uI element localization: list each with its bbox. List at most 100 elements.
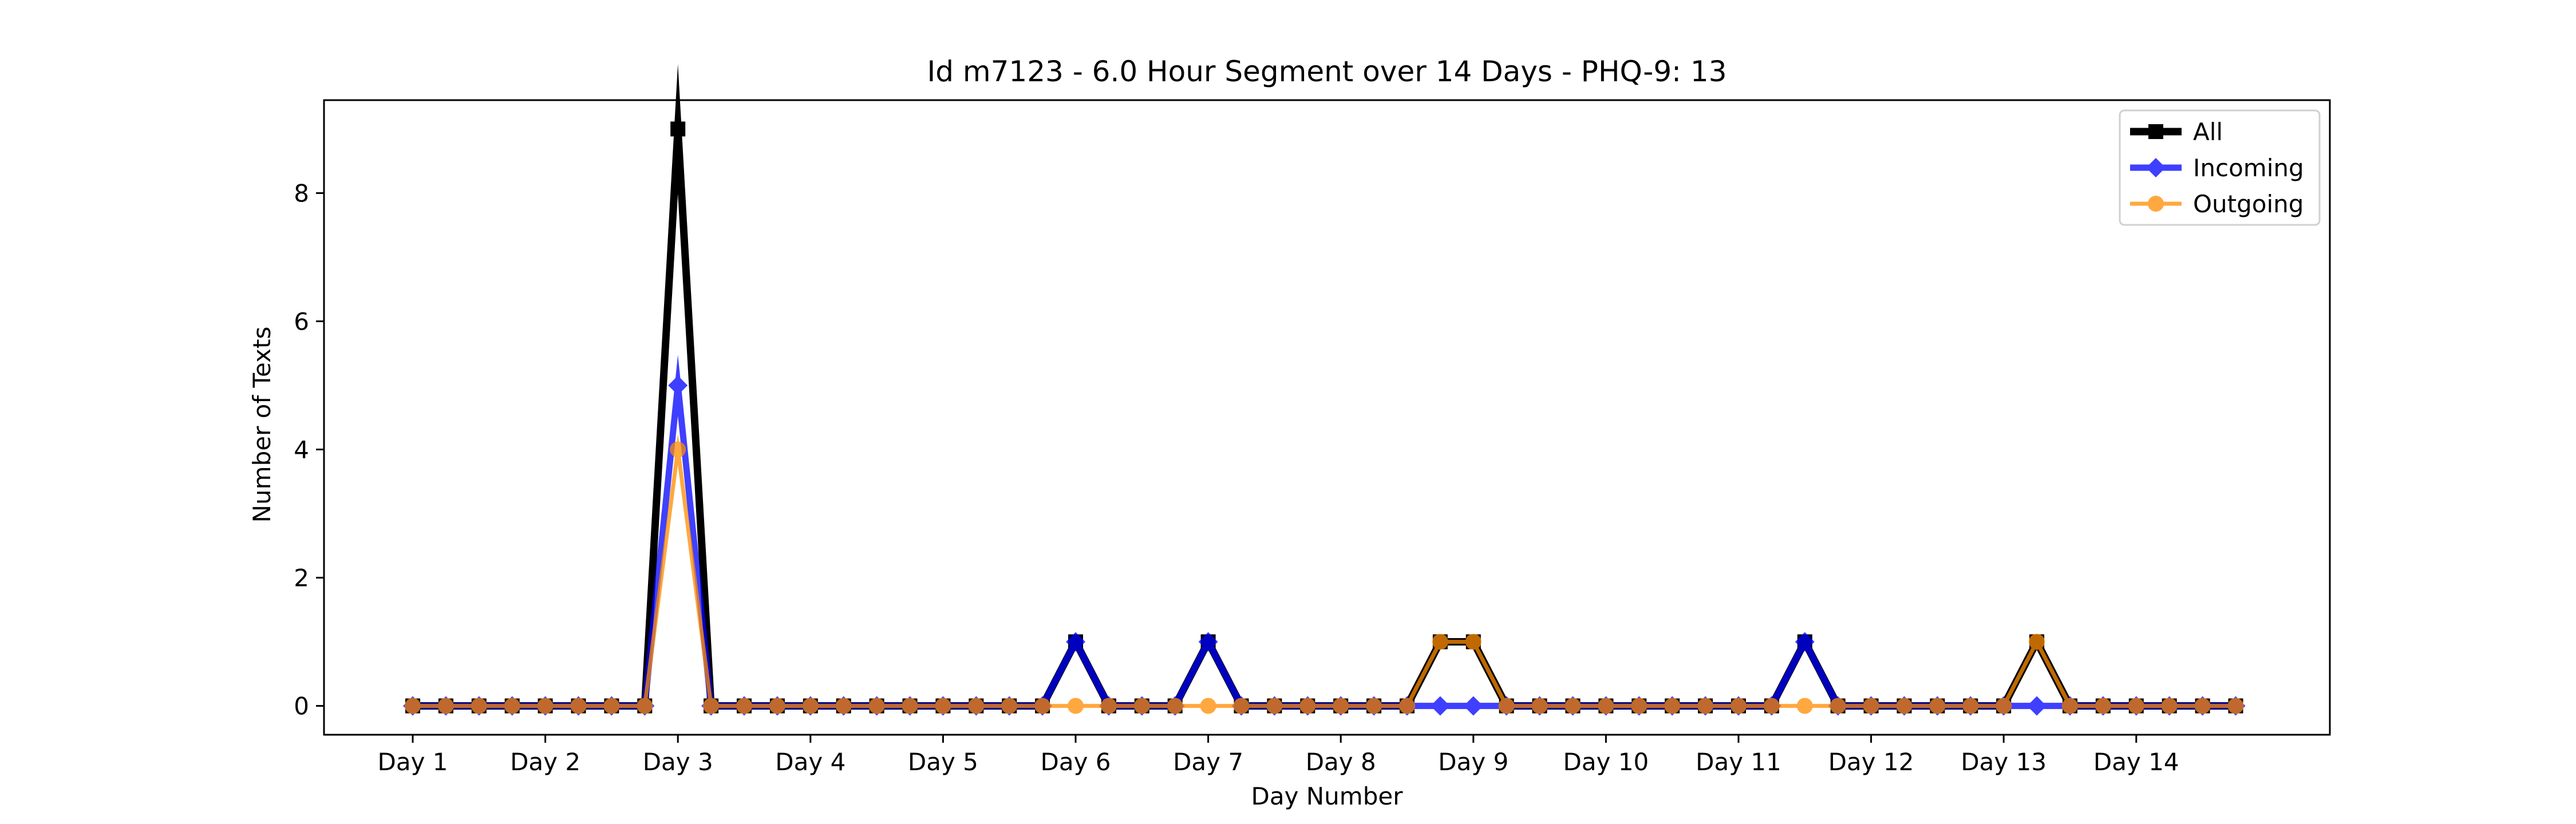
x-tick-label: Day 14: [2093, 748, 2179, 776]
data-point-outgoing: [736, 698, 752, 714]
data-point-outgoing: [570, 698, 587, 714]
data-point-outgoing: [1896, 698, 1913, 714]
data-point-outgoing: [1564, 698, 1581, 714]
data-point-outgoing: [1730, 698, 1747, 714]
legend-item-outgoing: Outgoing: [2130, 190, 2304, 218]
legend-marker-outgoing: [2148, 196, 2164, 212]
y-axis-ticks: 0 2 4 6 8: [294, 179, 324, 720]
y-tick-label: 8: [294, 179, 309, 207]
data-point-outgoing: [537, 698, 554, 714]
data-point-outgoing: [2029, 633, 2045, 650]
y-axis-label: Number of Texts: [248, 327, 276, 523]
x-tick-label: Day 12: [1828, 748, 1914, 776]
legend-item-all: All: [2130, 118, 2223, 146]
data-point-outgoing: [1266, 698, 1283, 714]
data-point-incoming: [1795, 632, 1815, 652]
data-point-outgoing: [1531, 698, 1548, 714]
x-tick-label: Day 9: [1438, 748, 1508, 776]
data-point-outgoing: [1333, 698, 1349, 714]
data-point-outgoing: [637, 698, 653, 714]
data-point-outgoing: [703, 698, 720, 714]
data-point-outgoing: [1068, 698, 1084, 714]
data-point-outgoing: [1366, 698, 1382, 714]
data-point-outgoing: [1996, 698, 2012, 714]
series-outgoing: [405, 434, 2244, 714]
data-point-outgoing: [1830, 698, 1846, 714]
data-point-outgoing: [1796, 698, 1813, 714]
legend-swatch-outgoing: [2130, 196, 2182, 212]
data-point-all: [670, 121, 686, 137]
x-tick-label: Day 4: [775, 748, 846, 776]
data-point-outgoing: [1863, 698, 1879, 714]
data-point-outgoing: [1167, 698, 1183, 714]
legend-label-all: All: [2193, 118, 2223, 146]
series-layer: [403, 64, 2246, 716]
data-point-outgoing: [1697, 698, 1714, 714]
plot-frame: [323, 99, 2331, 736]
data-point-outgoing: [1631, 698, 1647, 714]
x-tick-label: Day 2: [510, 748, 580, 776]
y-tick-label: 4: [294, 436, 309, 464]
data-point-outgoing: [835, 698, 852, 714]
data-point-incoming: [1066, 632, 1085, 652]
data-point-outgoing: [504, 698, 520, 714]
data-point-outgoing: [935, 698, 951, 714]
data-point-incoming: [1198, 632, 1218, 652]
data-point-outgoing: [2227, 698, 2244, 714]
data-point-outgoing: [1465, 633, 1481, 650]
data-point-outgoing: [405, 698, 421, 714]
legend-swatch-incoming: [2130, 158, 2182, 177]
data-point-outgoing: [1034, 698, 1051, 714]
data-point-outgoing: [1763, 698, 1780, 714]
data-point-outgoing: [471, 698, 487, 714]
legend-swatch-all: [2130, 124, 2182, 139]
legend-box: [2119, 109, 2321, 226]
x-tick-label: Day 3: [643, 748, 713, 776]
legend-marker-incoming: [2146, 158, 2166, 177]
x-tick-label: Day 10: [1563, 748, 1649, 776]
x-axis-label: Day Number: [1251, 782, 1403, 810]
data-point-outgoing: [603, 698, 620, 714]
data-point-outgoing: [1962, 698, 1979, 714]
data-point-outgoing: [769, 698, 785, 714]
data-point-outgoing: [1001, 698, 1018, 714]
data-point-outgoing: [2062, 698, 2078, 714]
data-point-outgoing: [1929, 698, 1946, 714]
y-tick-label: 6: [294, 307, 309, 335]
data-point-outgoing: [968, 698, 985, 714]
data-point-outgoing: [1200, 698, 1216, 714]
x-tick-label: Day 1: [377, 748, 448, 776]
y-tick-label: 0: [294, 692, 309, 720]
data-point-outgoing: [1664, 698, 1681, 714]
y-tick-label: 2: [294, 564, 309, 592]
data-point-outgoing: [1399, 698, 1415, 714]
data-point-outgoing: [1432, 633, 1448, 650]
legend-label-incoming: Incoming: [2193, 154, 2304, 182]
data-point-incoming: [1463, 696, 1483, 716]
data-point-outgoing: [902, 698, 918, 714]
data-point-outgoing: [1299, 698, 1316, 714]
data-point-outgoing: [1100, 698, 1117, 714]
data-point-outgoing: [2161, 698, 2178, 714]
data-point-outgoing: [1598, 698, 1614, 714]
data-point-outgoing: [1133, 698, 1150, 714]
x-tick-label: Day 11: [1696, 748, 1781, 776]
data-point-outgoing: [437, 698, 454, 714]
x-tick-label: Day 7: [1173, 748, 1243, 776]
data-point-incoming: [2027, 696, 2047, 716]
data-point-outgoing: [2194, 698, 2211, 714]
data-point-outgoing: [670, 441, 686, 458]
data-point-outgoing: [2128, 698, 2144, 714]
data-point-outgoing: [1498, 698, 1515, 714]
data-point-outgoing: [1233, 698, 1250, 714]
x-tick-label: Day 13: [1961, 748, 2046, 776]
data-point-incoming: [1430, 696, 1450, 716]
legend-marker-all: [2148, 124, 2163, 139]
data-point-outgoing: [802, 698, 819, 714]
x-tick-label: Day 5: [908, 748, 978, 776]
chart-title: Id m7123 - 6.0 Hour Segment over 14 Days…: [927, 55, 1726, 88]
x-tick-label: Day 6: [1040, 748, 1111, 776]
legend: All Incoming Outgoing: [2119, 109, 2321, 226]
data-point-incoming: [668, 375, 688, 395]
